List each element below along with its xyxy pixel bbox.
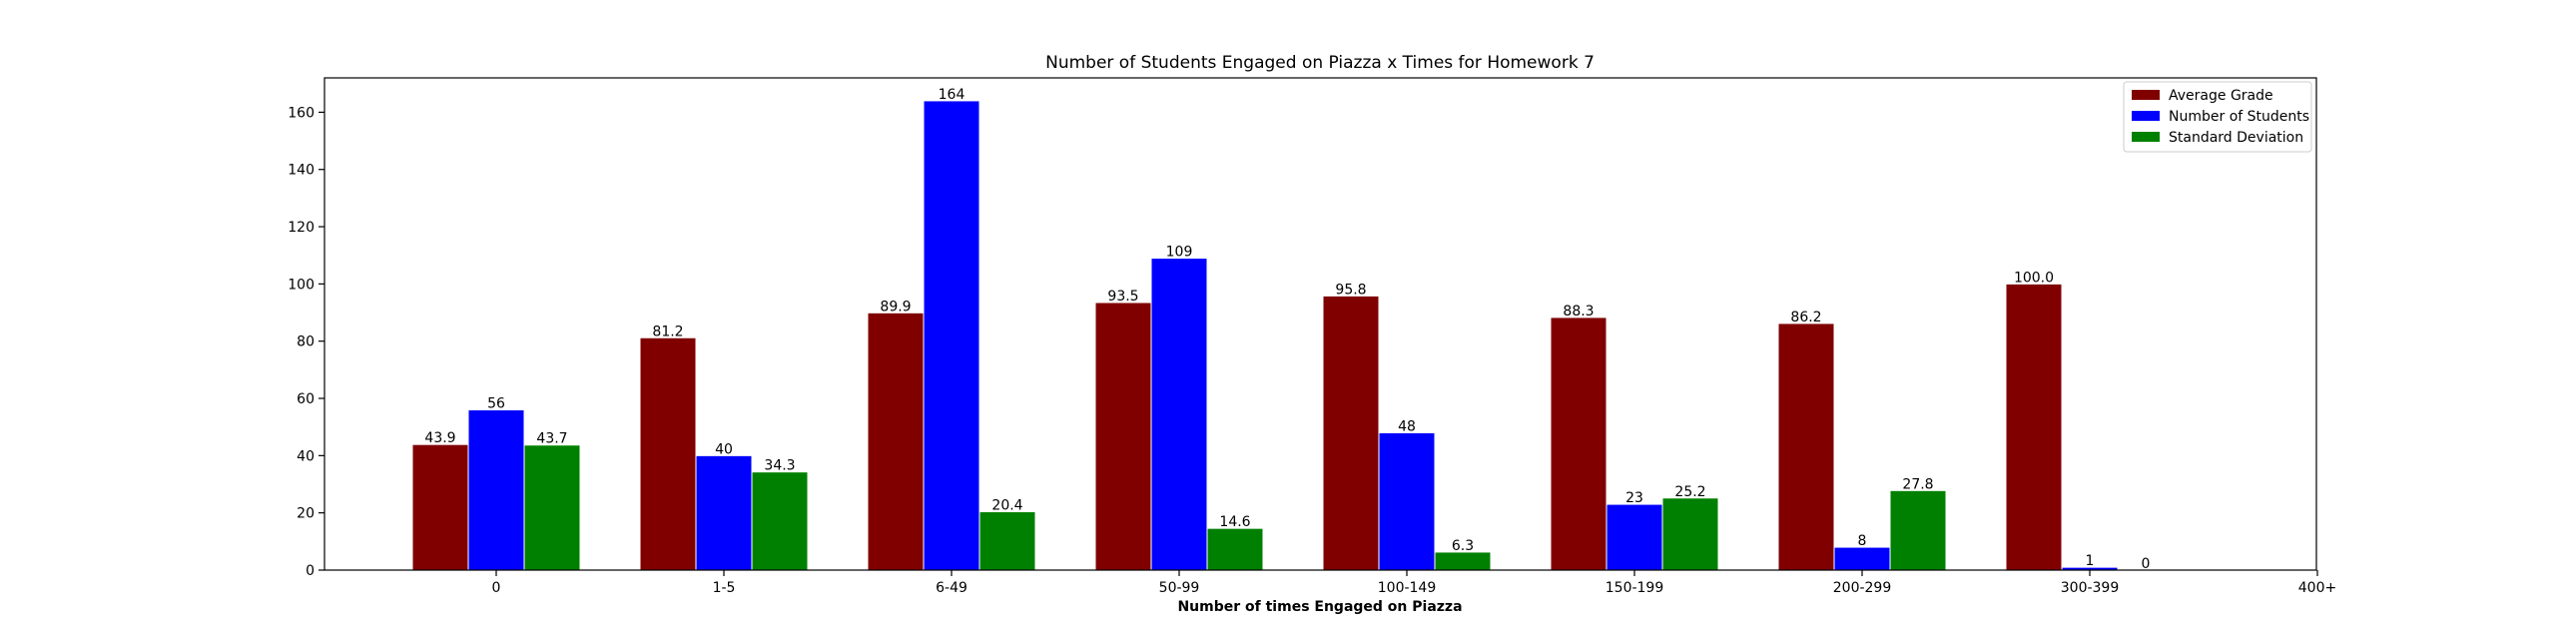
bar-label-0-5: 88.3 xyxy=(1563,304,1594,320)
bar-0-3 xyxy=(1094,302,1152,571)
legend: Average Grade Number of Students Standard … xyxy=(2123,81,2312,153)
bar-label-2-3: 14.6 xyxy=(1219,514,1250,530)
legend-swatch-1 xyxy=(2132,111,2160,121)
y-axis: 0 20 40 60 80 100 120 140 160 xyxy=(288,105,324,579)
bar-1-1 xyxy=(695,454,753,571)
x-tick-label-6: 200-299 xyxy=(1833,580,1892,596)
bar-labels-layer: 43.9 81.2 89.9 93.5 95.8 88.3 86.2 100.0 56 40 164… xyxy=(424,87,2150,572)
bar-1-4 xyxy=(1378,431,1436,571)
x-tick-label-8: 400+ xyxy=(2298,580,2336,596)
x-tick-label-5: 150-199 xyxy=(1606,580,1664,596)
bar-label-2-1: 34.3 xyxy=(764,458,795,474)
x-axis: 0 1-5 6-49 50-99 100-149 150-199 200-299 300-39… xyxy=(492,570,2336,596)
bar-2-1 xyxy=(751,471,809,571)
bar-label-1-6: 8 xyxy=(1858,533,1867,549)
bar-label-2-7: 0 xyxy=(2142,556,2151,572)
bar-0-5 xyxy=(1550,317,1608,571)
y-tick-label-2: 40 xyxy=(297,448,315,464)
bar-0-7 xyxy=(2005,283,2063,571)
y-tick-label-7: 140 xyxy=(288,163,315,179)
bar-label-0-6: 86.2 xyxy=(1790,310,1821,325)
x-tick-label-1: 1-5 xyxy=(713,580,736,596)
bar-2-2 xyxy=(978,511,1036,571)
x-tick-label-0: 0 xyxy=(492,580,501,596)
bar-1-2 xyxy=(923,100,980,571)
bar-2-6 xyxy=(1889,489,1947,571)
bar-2-5 xyxy=(1661,497,1719,571)
legend-box xyxy=(2123,81,2312,153)
bar-label-0-2: 89.9 xyxy=(880,299,911,315)
bars-layer xyxy=(411,100,2119,571)
y-tick-label-3: 60 xyxy=(297,391,315,407)
bar-0-0 xyxy=(411,443,469,571)
bar-label-2-2: 20.4 xyxy=(991,498,1022,514)
x-axis-label: Number of times Engaged on Piazza xyxy=(1177,599,1462,615)
legend-swatch-0 xyxy=(2132,90,2160,100)
bar-1-0 xyxy=(467,408,525,571)
y-tick-label-8: 160 xyxy=(288,105,315,121)
bar-label-1-1: 40 xyxy=(715,441,733,457)
bar-label-2-6: 27.8 xyxy=(1902,476,1933,492)
bar-label-0-3: 93.5 xyxy=(1107,289,1138,305)
bar-2-4 xyxy=(1434,551,1492,571)
bar-0-1 xyxy=(639,336,697,571)
x-tick-label-4: 100-149 xyxy=(1378,580,1437,596)
bar-0-2 xyxy=(867,312,925,571)
y-tick-label-6: 120 xyxy=(288,220,315,236)
bar-label-2-4: 6.3 xyxy=(1452,538,1474,554)
x-tick-label-3: 50-99 xyxy=(1159,580,1200,596)
legend-swatch-2 xyxy=(2132,132,2160,142)
bar-label-1-0: 56 xyxy=(487,395,505,411)
bar-1-6 xyxy=(1833,546,1891,571)
bar-label-0-0: 43.9 xyxy=(424,430,455,446)
legend-entry-1: Number of Students xyxy=(2169,109,2309,125)
bar-label-1-4: 48 xyxy=(1398,418,1416,434)
bar-label-2-5: 25.2 xyxy=(1674,484,1705,500)
bar-label-1-5: 23 xyxy=(1625,490,1643,506)
bar-label-1-3: 109 xyxy=(1166,245,1193,261)
bar-label-2-0: 43.7 xyxy=(536,431,567,447)
plot-frame xyxy=(323,77,2317,571)
x-tick-label-7: 300-399 xyxy=(2061,580,2120,596)
bar-label-0-4: 95.8 xyxy=(1335,282,1366,298)
y-tick-label-4: 80 xyxy=(297,334,315,350)
bar-label-0-7: 100.0 xyxy=(2014,270,2054,286)
y-tick-label-0: 0 xyxy=(306,563,315,579)
bar-2-0 xyxy=(523,444,581,571)
bar-1-5 xyxy=(1606,503,1663,571)
bar-label-1-7: 1 xyxy=(2086,553,2095,569)
bar-label-0-1: 81.2 xyxy=(652,323,683,339)
bar-label-1-2: 164 xyxy=(939,87,966,103)
chart-title: Number of Students Engaged on Piazza x T… xyxy=(1045,53,1595,73)
x-tick-label-2: 6-49 xyxy=(936,580,967,596)
bar-2-3 xyxy=(1206,527,1264,571)
bar-1-3 xyxy=(1150,258,1208,571)
bar-0-6 xyxy=(1777,322,1835,571)
legend-entry-0: Average Grade xyxy=(2169,88,2273,104)
y-tick-label-1: 20 xyxy=(297,506,315,522)
bar-0-4 xyxy=(1322,295,1380,571)
y-tick-label-5: 100 xyxy=(288,277,315,293)
legend-entry-2: Standard Deviation xyxy=(2169,130,2303,146)
